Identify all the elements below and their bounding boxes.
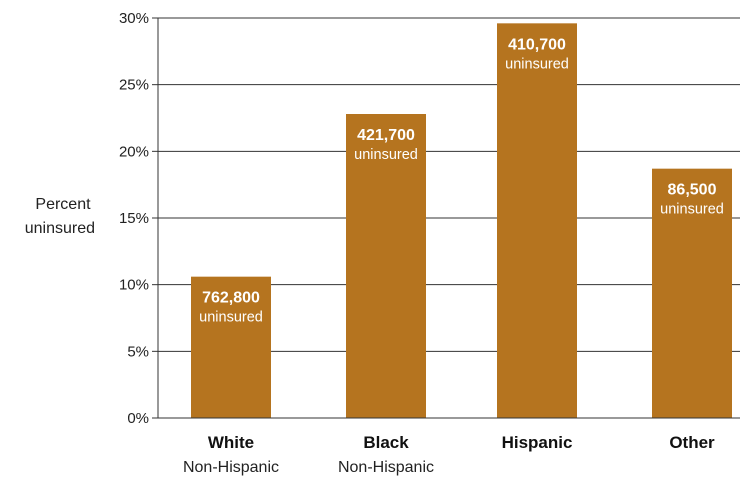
bar-count-label: 410,700 bbox=[508, 36, 566, 53]
bar-count-label: 762,800 bbox=[202, 290, 260, 307]
bar-sub-label: uninsured bbox=[354, 147, 418, 163]
bar-black bbox=[346, 114, 426, 418]
y-tick-label: 25% bbox=[119, 77, 149, 94]
y-axis-label: Percent uninsured bbox=[25, 196, 95, 237]
y-axis-label-line-1: Percent bbox=[35, 196, 91, 213]
y-tick-label: 20% bbox=[119, 143, 149, 160]
bar-sub-label: uninsured bbox=[505, 56, 569, 72]
bars bbox=[191, 23, 732, 418]
y-axis-label-line-2: uninsured bbox=[25, 220, 95, 237]
y-tick-label: 0% bbox=[127, 410, 149, 427]
category-label: Other bbox=[669, 433, 715, 452]
category-label: Hispanic bbox=[502, 433, 573, 452]
y-tick-label: 5% bbox=[127, 343, 149, 360]
category-sublabel: Non-Hispanic bbox=[183, 459, 279, 476]
bar-white bbox=[191, 276, 271, 418]
bar-sub-label: uninsured bbox=[199, 310, 263, 326]
bar-hispanic bbox=[497, 23, 577, 418]
bar-count-label: 86,500 bbox=[668, 182, 717, 199]
y-tick-label: 10% bbox=[119, 277, 149, 294]
y-tick-label: 15% bbox=[119, 210, 149, 227]
bar-labels: 762,800 uninsured 421,700 uninsured 410,700 u… bbox=[199, 36, 724, 325]
bar-other bbox=[652, 168, 732, 418]
category-label: Black bbox=[363, 433, 409, 452]
bar-count-label: 421,700 bbox=[357, 127, 415, 144]
y-tick-label: 30% bbox=[119, 10, 149, 27]
category-labels: White Non-Hispanic Black Non-Hispanic Hispan… bbox=[183, 433, 715, 476]
y-tick-labels: 0% 5% 10% 15% 20% 25% 30% bbox=[119, 10, 158, 427]
bar-sub-label: uninsured bbox=[660, 202, 724, 218]
category-sublabel: Non-Hispanic bbox=[338, 459, 434, 476]
category-label: White bbox=[208, 433, 254, 452]
